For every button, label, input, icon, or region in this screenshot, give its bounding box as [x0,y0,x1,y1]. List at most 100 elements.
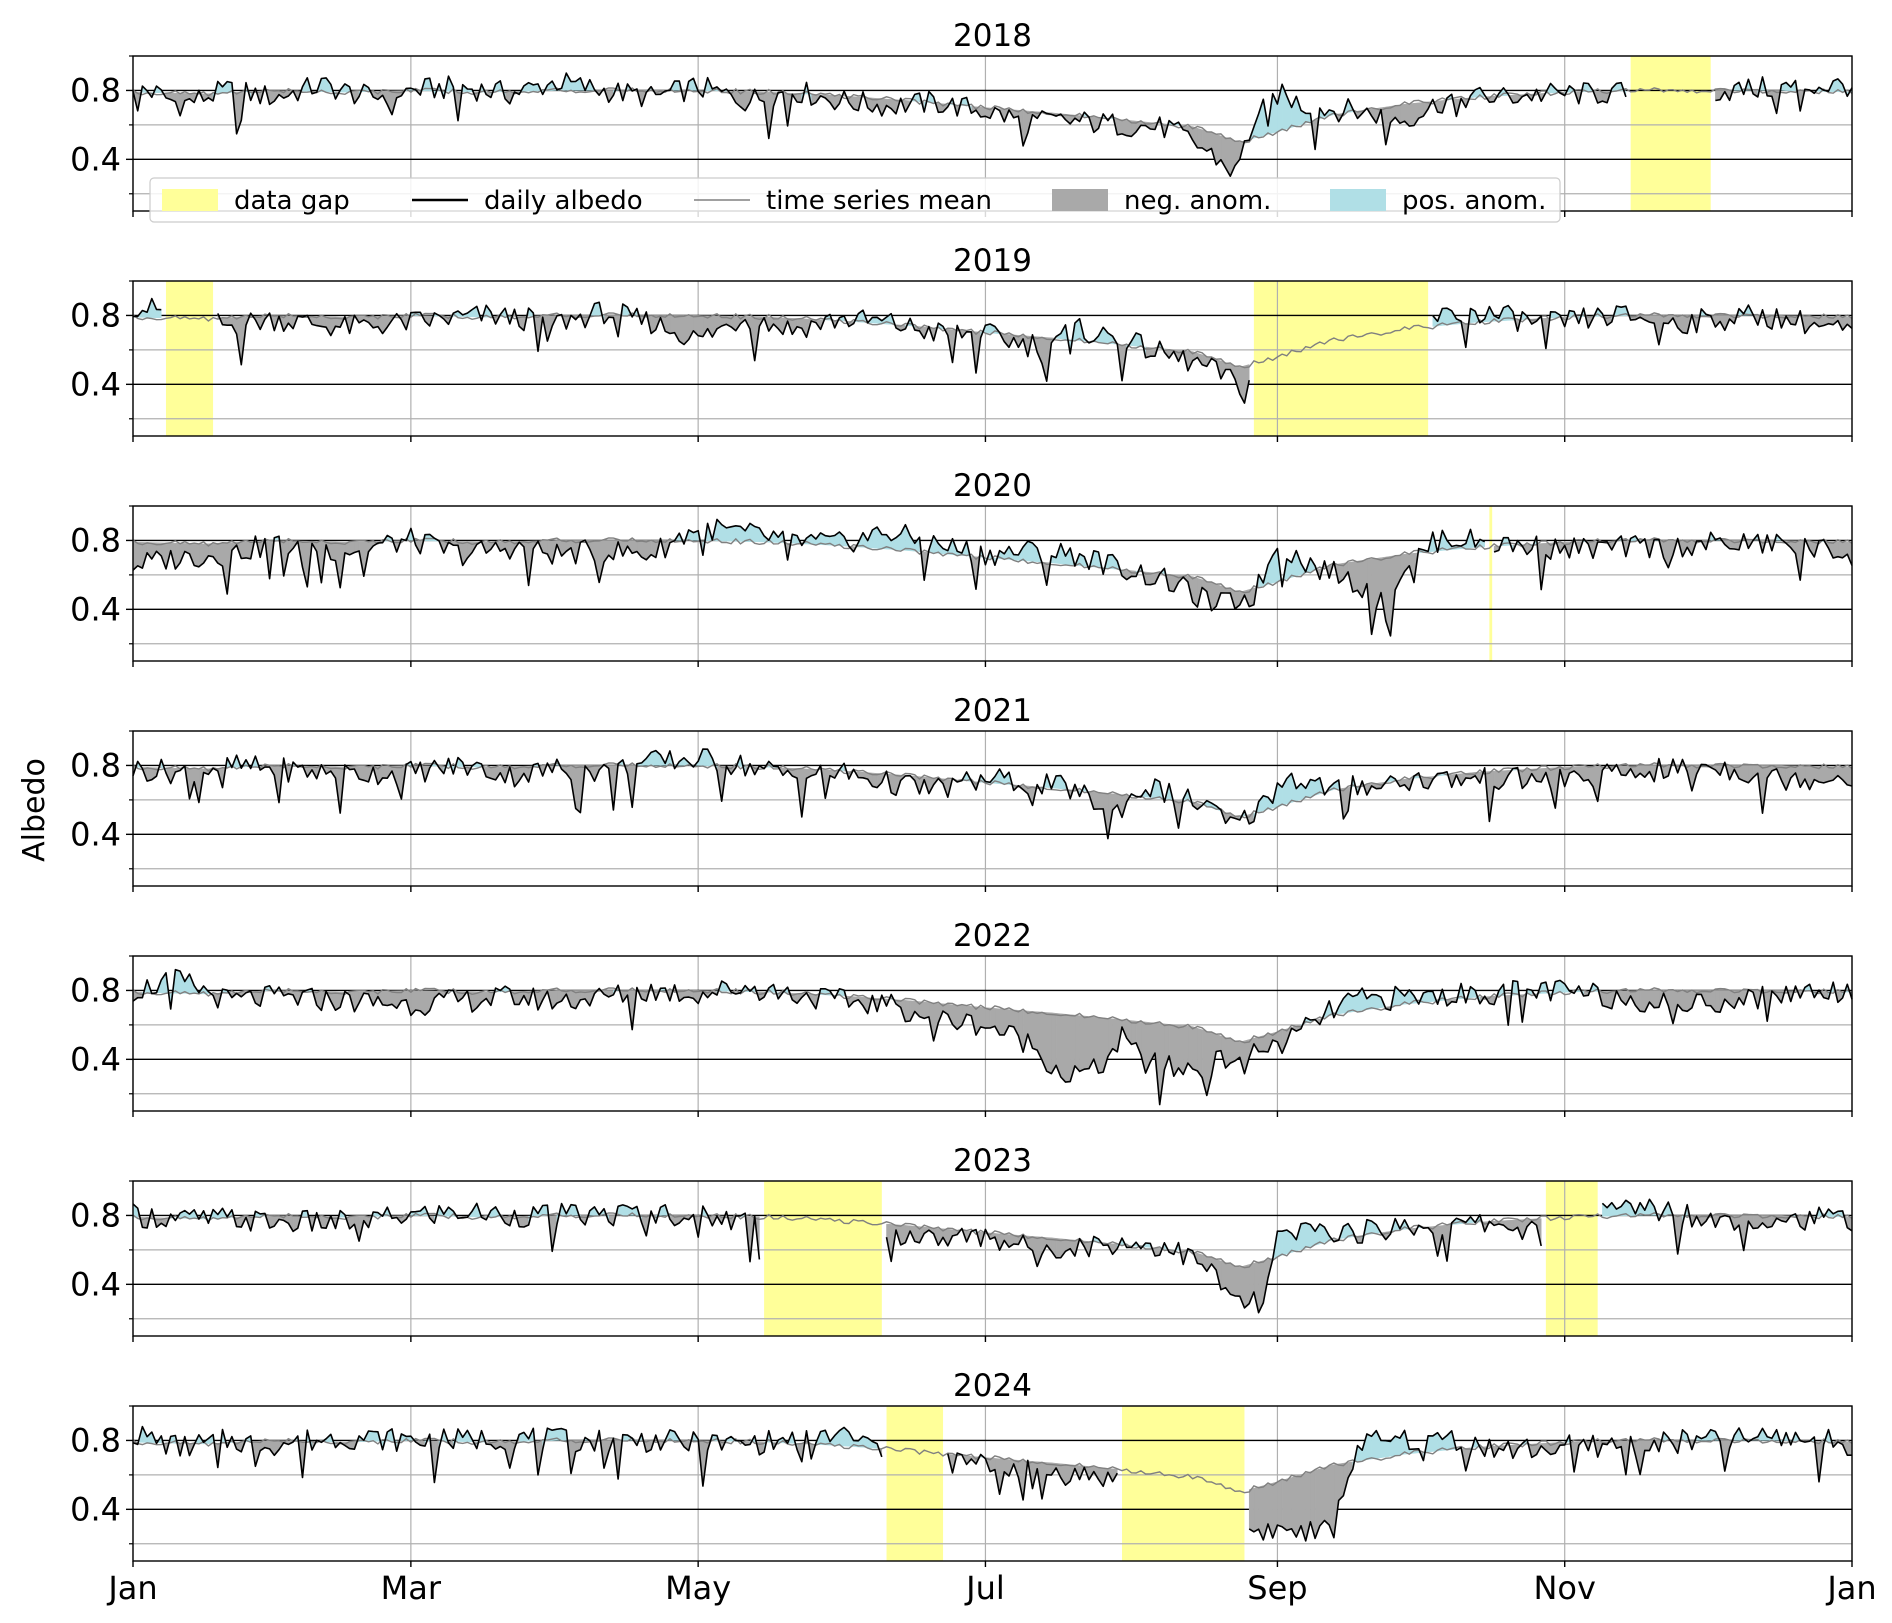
daily-albedo-line-2022 [132,968,1853,1106]
anomaly-segment-2019-329 [1682,315,1688,334]
y-tick-label-2022-1: 0.4 [70,1040,121,1078]
y-tick-label-2024-0: 0.8 [70,1421,121,1459]
y-tick-label-2020-1: 0.4 [70,590,121,628]
anomaly-segment-2021-359 [1823,766,1829,784]
panel-title-2024: 2024 [953,1368,1032,1404]
anomaly-segment-2022-9 [175,969,181,994]
anomaly-segment-2021-298 [1536,768,1542,783]
legend-label-gap: data gap [234,186,350,216]
panel-2019: 0.8 0.4 2019 [70,243,1853,442]
anomaly-segment-2024-253 [1324,1465,1330,1526]
daily-albedo-line-2018 [132,72,1853,177]
anomaly-segment-2024-364 [1847,1441,1853,1456]
anomaly-segment-2022-259 [1352,994,1358,1013]
panel-frame-2024 [132,1405,1853,1562]
panel-title-2021: 2021 [953,693,1032,729]
anomaly-segment-2022-60 [415,990,421,1012]
anomaly-segment-2021-3 [146,767,153,782]
panels-group: 0.8 0.4 2018 0.8 0.4 2019 0.8 0.4 2020 0.8 0.4 2021… [70,18,1853,1567]
anomaly-segment-2023-163 [900,1224,906,1246]
anomaly-segment-2023-40 [321,1216,327,1229]
data-gap-2018-0 [1630,56,1711,211]
x-tick-label-2: May [665,1569,731,1607]
anomaly-segment-2023-249 [1305,1222,1311,1249]
anomaly-segment-2022-200 [1074,1014,1080,1073]
panel-frame-2020 [132,505,1853,662]
anomaly-segment-2019-20 [226,317,233,326]
anomaly-segment-2022-168 [923,1001,930,1019]
anomaly-segment-2022-194 [1046,1012,1052,1075]
anomaly-segment-2022-320 [1639,990,1646,1013]
anomaly-segment-2021-121 [702,748,708,766]
anomaly-segment-2021-94 [575,765,581,814]
anomaly-segment-2022-226 [1197,1027,1203,1079]
data-gap-2019-0 [165,281,214,436]
data-gap-2019-1 [1253,281,1429,436]
anomaly-segment-2024-243 [1277,1479,1283,1528]
anomaly-segment-2020-13 [193,543,200,568]
data-gap-2024-0 [886,1406,944,1561]
anomaly-segment-2021-342 [1743,765,1749,784]
anomaly-segment-2021-49 [363,766,369,783]
legend-label-daily: daily albedo [484,186,643,216]
anomaly-segment-2019-98 [594,301,600,316]
anomaly-segment-2022-195 [1051,1012,1057,1075]
anomaly-segment-2022-191 [1032,1011,1038,1051]
anomaly-segment-2021-316 [1620,765,1627,776]
anomaly-segment-2020-362 [1837,541,1843,559]
panel-title-2019: 2019 [953,243,1032,279]
anomaly-segment-2019-40 [321,316,327,328]
legend-label-pos: pos. anom. [1402,186,1546,216]
anomaly-segment-2022-180 [980,1006,986,1029]
y-tick-label-2021-0: 0.8 [70,746,121,784]
neg-anomaly-fill-2021 [132,757,1853,839]
anomaly-segment-2022-181 [985,1007,991,1029]
anomaly-segment-2018-141 [796,93,803,103]
anomaly-segment-2020-361 [1832,541,1839,559]
y-tick-label-2023-1: 0.4 [70,1265,121,1303]
anomaly-segment-2024-246 [1291,1475,1297,1538]
anomaly-segment-2022-164 [905,1000,911,1022]
anomaly-segment-2022-334 [1705,990,1711,1006]
anomaly-segment-2020-190 [1027,540,1033,562]
x-tick-label-5: Nov [1533,1569,1595,1607]
x-tick-label-3: Jul [964,1569,1005,1607]
panel-2021: 0.8 0.4 2021 [70,693,1853,892]
anomaly-segment-2018-269 [1399,103,1405,124]
anomaly-segment-2024-275 [1427,1435,1434,1453]
anomaly-segment-2023-236 [1244,1264,1250,1309]
legend-label-mean: time series mean [766,186,992,216]
anomaly-segment-2020-126 [726,526,732,542]
panel-title-2022: 2022 [953,918,1032,954]
anomaly-segment-2023-234 [1234,1265,1241,1297]
anomaly-segment-2022-205 [1098,1017,1104,1074]
anomaly-segment-2022-53 [382,990,388,1006]
anomaly-segment-2019-120 [697,315,704,337]
anomaly-segment-2024-237 [1248,1487,1255,1533]
anomaly-segment-2021-360 [1828,766,1834,782]
anomaly-segment-2022-233 [1230,1038,1236,1064]
anomaly-segment-2022-197 [1060,1013,1066,1083]
anomaly-segment-2020-132 [754,526,760,543]
anomaly-segment-2022-184 [999,1008,1005,1036]
anomaly-segment-2024-252 [1319,1467,1325,1527]
legend-swatch-neg [1052,189,1108,211]
anomaly-segment-2022-224 [1187,1025,1193,1070]
anomaly-segment-2022-230 [1215,1034,1222,1052]
anomaly-segment-2020-18 [217,542,223,567]
y-tick-label-2021-1: 0.4 [70,815,121,853]
anomaly-segment-2024-268 [1394,1435,1401,1456]
anomaly-segment-2020-24 [245,541,251,560]
mean-line-2023 [132,1212,1853,1269]
panel-title-2018: 2018 [953,18,1032,54]
anomaly-segment-2024-262 [1366,1433,1372,1460]
anomaly-segment-2024-266 [1385,1440,1391,1458]
anomaly-segment-2023-196 [1055,1238,1062,1259]
anomaly-segment-2022-182 [989,1007,996,1029]
panel-2023: 0.8 0.4 2023 [70,1143,1853,1342]
anomaly-segment-2022-329 [1682,990,1688,1012]
x-axis-tick-labels: Jan Mar May Jul Sep Nov Jan [106,1569,1876,1607]
anomaly-segment-2021-196 [1055,775,1062,790]
anomaly-segment-2023-248 [1300,1222,1306,1250]
anomaly-segment-2022-186 [1008,1009,1014,1028]
